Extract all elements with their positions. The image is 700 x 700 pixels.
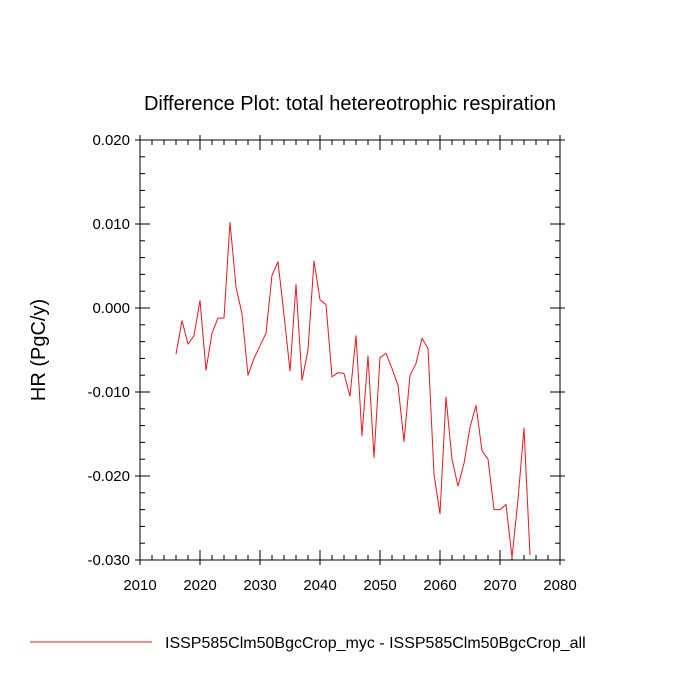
series-line [175,221,531,558]
y-tick-label: -0.020 [87,468,130,485]
x-tick-label: 2030 [243,577,276,594]
y-tick-label: 0.020 [92,132,130,149]
x-tick-label: 2020 [183,577,216,594]
x-tick-label: 2080 [543,577,576,594]
y-tick-labels: -0.030 -0.020 -0.010 0.000 0.010 0.020 [87,132,130,569]
plot-frame [139,139,561,561]
axis-ticks [135,135,565,565]
chart-title: Difference Plot: total hetereotrophic re… [144,93,556,115]
x-tick-label: 2010 [123,577,156,594]
x-tick-label: 2050 [363,577,396,594]
y-tick-label: -0.030 [87,552,130,569]
y-tick-label: 0.010 [92,216,130,233]
x-tick-label: 2040 [303,577,336,594]
y-axis-label: HR (PgC/y) [28,299,50,401]
y-tick-label: -0.010 [87,384,130,401]
x-tick-labels: 2010 2020 2030 2040 2050 2060 2070 2080 [123,577,576,594]
x-tick-label: 2060 [423,577,456,594]
legend: ISSP585Clm50BgcCrop_myc - ISSP585Clm50Bg… [30,635,586,652]
x-tick-label: 2070 [483,577,516,594]
y-tick-label: 0.000 [92,300,130,317]
series-layer [175,221,531,558]
legend-label: ISSP585Clm50BgcCrop_myc - ISSP585Clm50Bg… [165,635,586,652]
